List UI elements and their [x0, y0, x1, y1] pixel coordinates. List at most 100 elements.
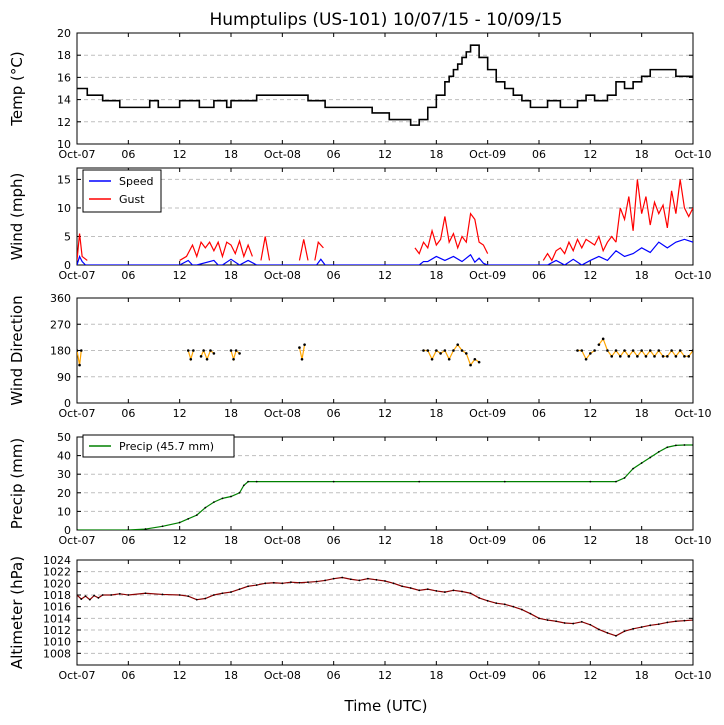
data-point: [435, 590, 438, 592]
data-point: [178, 521, 181, 524]
data-point: [469, 363, 472, 367]
data-point: [232, 357, 235, 361]
plot-frame: [76, 559, 694, 666]
data-point: [204, 506, 207, 509]
legend: Precip (45.7 mm): [82, 434, 235, 458]
data-point: [88, 598, 91, 601]
x-tick-label: Oct-10: [675, 148, 712, 161]
x-tick-label: 18: [224, 534, 238, 547]
x-axis-label: Time (UTC): [344, 697, 428, 715]
data-point: [79, 349, 83, 352]
data-point: [623, 477, 626, 479]
data-point: [486, 599, 489, 602]
x-tick-label: Oct-07: [59, 407, 96, 420]
x-tick-label: 12: [173, 407, 187, 420]
data-point: [264, 582, 267, 585]
x-tick-label: 06: [121, 534, 135, 547]
data-point: [242, 484, 245, 487]
series-line-wind-direction: [598, 337, 693, 358]
data-point: [555, 620, 558, 623]
data-point: [657, 349, 661, 352]
data-point: [255, 584, 258, 586]
data-point: [495, 602, 498, 605]
y-tick-label: 1014: [43, 612, 71, 625]
x-tick-label: 06: [327, 534, 341, 547]
data-point: [447, 357, 451, 361]
data-point: [195, 598, 198, 601]
data-point: [589, 623, 592, 626]
data-point: [623, 630, 626, 633]
data-point: [366, 577, 369, 580]
data-point: [349, 578, 352, 581]
x-tick-label: 06: [121, 269, 135, 282]
x-tick-label: Oct-10: [675, 407, 712, 420]
data-point: [101, 594, 104, 596]
y-tick-label: 20: [57, 487, 71, 500]
series-line-wind-direction: [200, 348, 215, 361]
x-tick-label: 06: [532, 669, 546, 682]
x-tick-label: 06: [532, 269, 546, 282]
data-point: [144, 528, 147, 530]
x-tick-label: Oct-07: [59, 148, 96, 161]
x-tick-label: 06: [532, 148, 546, 161]
data-point: [298, 346, 301, 349]
data-point: [229, 349, 233, 352]
panel-direction: 0 90 180 270 360 Oct-07 06 12 18 Oct-08 06 12 18 Oct-…: [8, 292, 712, 420]
data-point: [477, 360, 481, 364]
series-line-gust: [542, 234, 617, 262]
series-group: [77, 576, 693, 637]
data-point: [161, 525, 164, 528]
data-point: [601, 337, 605, 341]
data-point: [576, 349, 579, 352]
y-axis-label: Precip (mm): [8, 438, 26, 529]
series-group: [77, 44, 693, 126]
y-tick-label: 0: [64, 524, 71, 537]
data-point: [657, 450, 660, 453]
data-point: [687, 355, 691, 358]
legend: Speed Gust: [82, 169, 162, 213]
data-point: [632, 627, 635, 630]
data-point: [666, 446, 669, 449]
y-tick-label: 0: [64, 397, 71, 410]
x-tick-label: 12: [583, 407, 597, 420]
data-point: [631, 349, 635, 352]
data-point: [627, 355, 631, 358]
data-point: [230, 495, 232, 498]
data-point: [189, 357, 193, 361]
x-tick-label: 12: [173, 148, 187, 161]
data-point: [589, 480, 592, 483]
data-point: [212, 501, 215, 503]
legend-label: Gust: [119, 193, 145, 206]
data-point: [580, 349, 584, 352]
y-tick-label: 15: [57, 173, 71, 186]
x-tick-label: Oct-08: [264, 669, 301, 682]
data-point: [443, 349, 447, 352]
data-point: [392, 582, 395, 585]
data-point: [538, 617, 540, 620]
data-point: [186, 349, 190, 352]
series-group: [77, 179, 693, 265]
x-tick-label: Oct-10: [675, 534, 712, 547]
data-point: [644, 355, 648, 358]
data-point: [144, 592, 147, 595]
data-point: [221, 497, 224, 500]
data-point: [678, 349, 682, 352]
series-line-gust: [298, 239, 309, 261]
series-line-gust: [77, 233, 88, 261]
data-point: [464, 352, 468, 355]
data-point: [529, 612, 532, 615]
x-tick-label: 12: [583, 269, 597, 282]
x-tick-label: 06: [121, 407, 135, 420]
data-point: [238, 491, 241, 494]
data-point: [615, 480, 617, 483]
x-tick-label: Oct-08: [264, 407, 301, 420]
x-tick-label: Oct-09: [469, 269, 506, 282]
series-line-temp: [77, 44, 693, 126]
series-line-wind-direction: [187, 350, 194, 362]
data-point: [683, 444, 686, 446]
data-point: [674, 620, 677, 623]
data-point: [332, 577, 335, 580]
y-tick-label: 18: [57, 49, 71, 62]
data-point: [77, 529, 78, 530]
x-tick-label: Oct-07: [59, 534, 96, 547]
